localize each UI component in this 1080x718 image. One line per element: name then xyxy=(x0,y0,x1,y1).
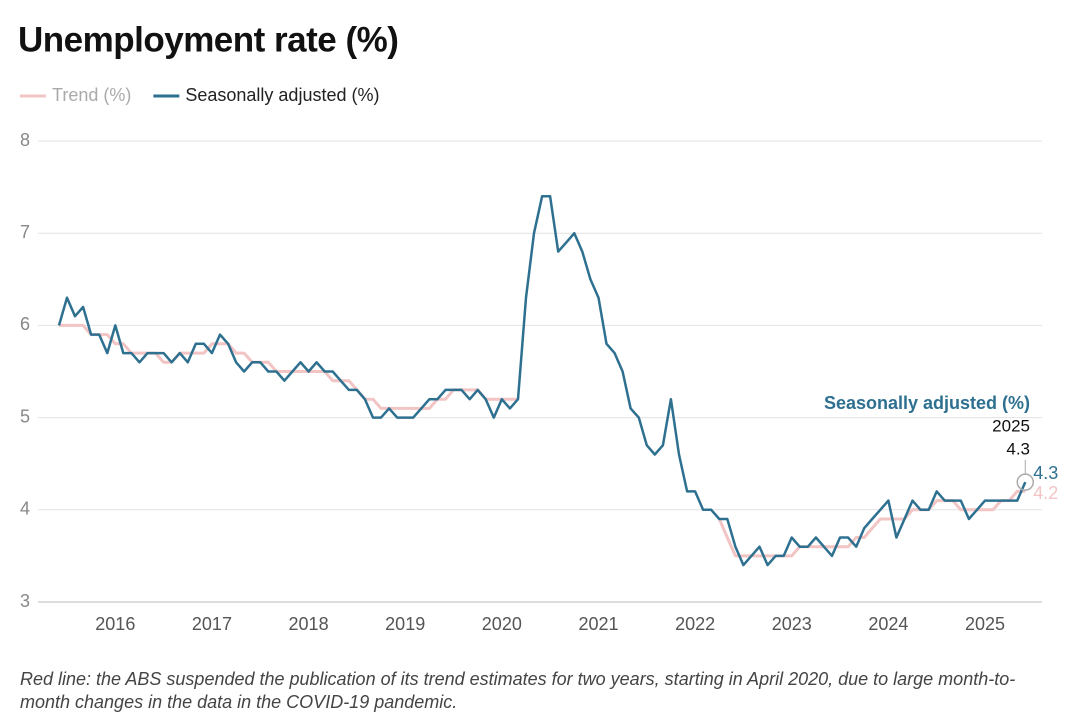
x-tick-label: 2023 xyxy=(772,614,812,634)
y-tick-label: 8 xyxy=(20,130,30,150)
y-tick-label: 4 xyxy=(20,499,30,519)
x-tick-label: 2019 xyxy=(385,614,425,634)
annotation-x: 2025 xyxy=(992,416,1030,435)
x-tick-label: 2025 xyxy=(965,614,1005,634)
y-tick-label: 3 xyxy=(20,591,30,611)
footnote: Red line: the ABS suspended the publicat… xyxy=(20,669,1016,712)
x-tick-label: 2017 xyxy=(192,614,232,634)
chart-title: Unemployment rate (%) xyxy=(18,20,398,59)
x-tick-label: 2018 xyxy=(289,614,329,634)
annotation-title: Seasonally adjusted (%) xyxy=(824,393,1030,413)
x-tick-label: 2016 xyxy=(95,614,135,634)
x-tick-label: 2021 xyxy=(578,614,618,634)
x-tick-label: 2020 xyxy=(482,614,522,634)
annotation-value: 4.3 xyxy=(1006,439,1030,458)
end-value-label: 4.3 xyxy=(1033,463,1058,483)
chart: Unemployment rate (%) 3 4 5 6 7 8 2016 2017 2018… xyxy=(18,20,1058,634)
series-line xyxy=(57,195,1027,567)
y-tick-label: 7 xyxy=(20,222,30,242)
x-tick-label: 2022 xyxy=(675,614,715,634)
end-value-label: 4.2 xyxy=(1033,483,1058,503)
y-tick-label: 5 xyxy=(20,406,30,426)
y-tick-label: 6 xyxy=(20,314,30,334)
legend-label: Trend (%) xyxy=(52,85,131,105)
series-line xyxy=(59,323,1026,558)
legend-label: Seasonally adjusted (%) xyxy=(185,85,379,105)
x-tick-label: 2024 xyxy=(868,614,908,634)
